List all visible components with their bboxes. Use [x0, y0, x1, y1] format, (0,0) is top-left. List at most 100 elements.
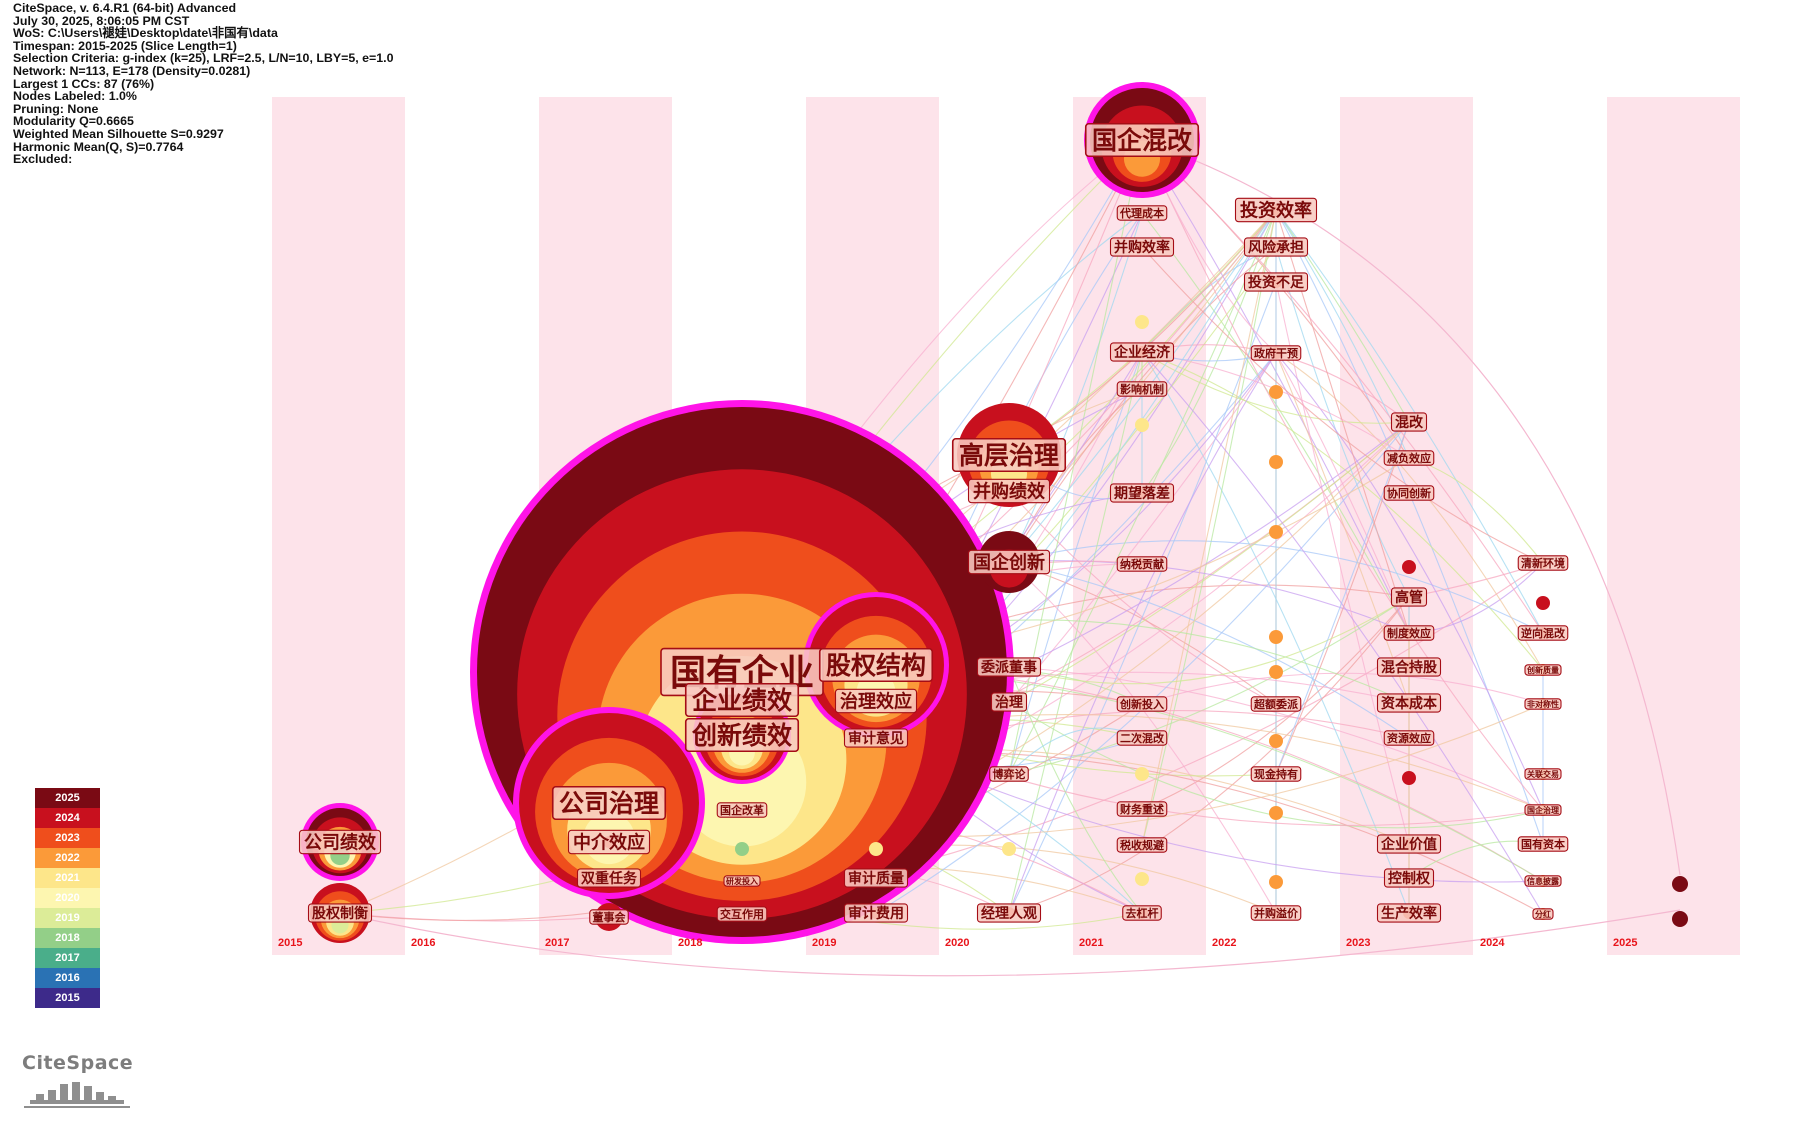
- edge: [1008, 209, 1277, 775]
- node-label-qugangan[interactable]: 去杠杆: [1122, 905, 1162, 921]
- node-label-qiwangluocha[interactable]: 期望落差: [1109, 483, 1175, 503]
- node-dot-unlabeled[interactable]: [1269, 385, 1283, 399]
- node-label-fenhong[interactable]: 分红: [1532, 908, 1554, 920]
- node-label-yingxiangjizhi[interactable]: 影响机制: [1116, 381, 1168, 397]
- node-label-yanfatouru[interactable]: 研发投入: [723, 875, 761, 887]
- node-label-gaoguan[interactable]: 高管: [1390, 587, 1428, 607]
- label-text: 混合持股: [1381, 659, 1438, 676]
- node-label-guoqigaige[interactable]: 国企改革: [716, 802, 768, 818]
- node-label-weipaidongshi[interactable]: 委派董事: [976, 657, 1042, 677]
- node-label-hungai[interactable]: 混改: [1390, 412, 1428, 432]
- node-dot-unlabeled[interactable]: [1135, 767, 1149, 781]
- label-text: 董事会: [593, 910, 627, 924]
- node-label-shuangchongrenwu[interactable]: 双重任务: [576, 868, 642, 888]
- node-dot-unlabeled[interactable]: [1269, 630, 1283, 644]
- edge: [1141, 139, 1544, 634]
- node-label-touzixiaolv[interactable]: 投资效率: [1234, 197, 1318, 223]
- node-label-dongshihui[interactable]: 董事会: [589, 909, 629, 925]
- node-dot-unlabeled[interactable]: [1269, 875, 1283, 889]
- node-label-hunhechigu[interactable]: 混合持股: [1376, 657, 1442, 677]
- node-label-zibenchengben[interactable]: 资本成本: [1376, 693, 1442, 713]
- node-dot-unlabeled[interactable]: [1269, 734, 1283, 748]
- edge: [1008, 139, 1143, 775]
- node-label-shuishouguibi[interactable]: 税收规避: [1116, 837, 1168, 853]
- node-label-guanlianjiaoyi[interactable]: 关联交易: [1524, 768, 1562, 780]
- summary-line: WoS: C:\Users\褪娃\Desktop\date\非国有\data: [13, 26, 278, 41]
- node-label-zhongjiexiaoying[interactable]: 中介效应: [567, 829, 651, 855]
- node-dot-unlabeled[interactable]: [1402, 560, 1416, 574]
- node-label-qingxinhuanjing[interactable]: 清新环境: [1517, 555, 1569, 571]
- node-label-gaocengzhili[interactable]: 高层治理: [951, 437, 1067, 473]
- node-label-guoyouziben[interactable]: 国有资本: [1517, 836, 1569, 852]
- node-label-chuangxintouru[interactable]: 创新投入: [1116, 696, 1168, 712]
- node-label-qiyejixiao[interactable]: 企业绩效: [684, 682, 800, 718]
- label-box: [1524, 698, 1562, 710]
- label-box: [1250, 696, 1302, 712]
- edge: [1008, 281, 1277, 914]
- node-label-zhiilixiaoying[interactable]: 治理效应: [834, 688, 918, 714]
- node-dot-unlabeled[interactable]: [1269, 525, 1283, 539]
- node-label-chuangxinjixiao[interactable]: 创新绩效: [684, 717, 800, 753]
- node-label-nashuigongxian[interactable]: 纳税贡献: [1116, 556, 1168, 572]
- node-label-guoqichuangxin[interactable]: 国企创新: [967, 549, 1051, 575]
- node-label-gongsizhili[interactable]: 公司治理: [551, 785, 667, 821]
- node-label-xianjinchiyou[interactable]: 现金持有: [1250, 766, 1302, 782]
- node-label-guquanzhiheng[interactable]: 股权制衡: [307, 903, 373, 923]
- label-box: [1532, 908, 1554, 920]
- node-label-dailichengben[interactable]: 代理成本: [1116, 205, 1168, 221]
- label-text: 创新投入: [1119, 697, 1164, 711]
- node-dot-unlabeled[interactable]: [735, 842, 749, 856]
- node-dot-unlabeled[interactable]: [1269, 665, 1283, 679]
- node-label-chaoewupai[interactable]: 超额委派: [1250, 696, 1302, 712]
- legend-cell-2021: 2021: [35, 868, 100, 888]
- node-label-zhili[interactable]: 治理: [990, 692, 1028, 712]
- node-label-zhengfuganyu[interactable]: 政府干预: [1250, 345, 1302, 361]
- label-box: [1116, 696, 1168, 712]
- node-dot-unlabeled[interactable]: [869, 842, 883, 856]
- node-label-xinxipilu[interactable]: 信息披露: [1524, 875, 1562, 887]
- node-label-binggouxiaolv[interactable]: 并购效率: [1109, 237, 1175, 257]
- node-label-caiwuzhongshu[interactable]: 财务重述: [1116, 801, 1168, 817]
- node-dot-unlabeled[interactable]: [1672, 876, 1688, 892]
- node-label-shengchanxiaolv[interactable]: 生产效率: [1376, 903, 1442, 923]
- node-dot-unlabeled[interactable]: [1269, 806, 1283, 820]
- node-label-jiaohuzuoyong[interactable]: 交互作用: [716, 906, 768, 922]
- node-label-feiduichenxing[interactable]: 非对称性: [1524, 698, 1562, 710]
- node-label-erciihungai[interactable]: 二次混改: [1116, 730, 1168, 746]
- node-label-boyilun[interactable]: 博弈论: [989, 766, 1029, 782]
- label-box: [551, 785, 667, 821]
- node-label-shenjizhiliang[interactable]: 审计质量: [843, 868, 909, 888]
- node-label-zhiduxiaoying[interactable]: 制度效应: [1383, 625, 1435, 641]
- node-label-nixianghungai[interactable]: 逆向混改: [1517, 625, 1569, 641]
- node-label-qiyejiazhi[interactable]: 企业价值: [1376, 834, 1442, 854]
- node-label-jianfuxiaoying[interactable]: 减负效应: [1383, 450, 1435, 466]
- summary-line: Modularity Q=0.6665: [13, 114, 134, 129]
- node-dot-unlabeled[interactable]: [1536, 596, 1550, 610]
- node-label-jingliren[interactable]: 经理人观: [976, 903, 1042, 923]
- node-dot-unlabeled[interactable]: [1402, 771, 1416, 785]
- node-dot-unlabeled[interactable]: [1135, 315, 1149, 329]
- node-dot-unlabeled[interactable]: [1002, 842, 1016, 856]
- node-dot-unlabeled[interactable]: [1269, 455, 1283, 469]
- node-label-gongsijixiao[interactable]: 公司绩效: [298, 829, 382, 855]
- node-label-kongzhiquan[interactable]: 控制权: [1383, 868, 1435, 888]
- node-label-binggouyijia[interactable]: 并购溢价: [1250, 905, 1302, 921]
- node-label-xietongchuangxin[interactable]: 协同创新: [1383, 485, 1435, 501]
- node-label-shenjifeiyong[interactable]: 审计费用: [843, 903, 909, 923]
- node-label-guoqizhili[interactable]: 国企治理: [1524, 804, 1562, 816]
- node-label-guoqihungai[interactable]: 国企混改: [1084, 122, 1200, 158]
- node-label-binggoujixiao[interactable]: 并购绩效: [967, 478, 1051, 504]
- node-dot-unlabeled[interactable]: [1672, 911, 1688, 927]
- node-label-ziyuanxiaoying[interactable]: 资源效应: [1383, 730, 1435, 746]
- label-box: [1524, 768, 1562, 780]
- node-label-touzibuzu[interactable]: 投资不足: [1243, 272, 1309, 292]
- node-label-shenjiyijian[interactable]: 审计意见: [843, 728, 909, 748]
- node-label-qiyejingji[interactable]: 企业经济: [1109, 342, 1175, 362]
- node-dot-unlabeled[interactable]: [1135, 872, 1149, 886]
- node-label-chuangxinzhiliang[interactable]: 创新质量: [1524, 664, 1562, 676]
- legend-cell-2018: 2018: [35, 928, 100, 948]
- node-label-fengxianchengdan[interactable]: 风险承担: [1243, 237, 1309, 257]
- node-label-guquanjiegou[interactable]: 股权结构: [818, 647, 934, 683]
- node-dot-unlabeled[interactable]: [1135, 418, 1149, 432]
